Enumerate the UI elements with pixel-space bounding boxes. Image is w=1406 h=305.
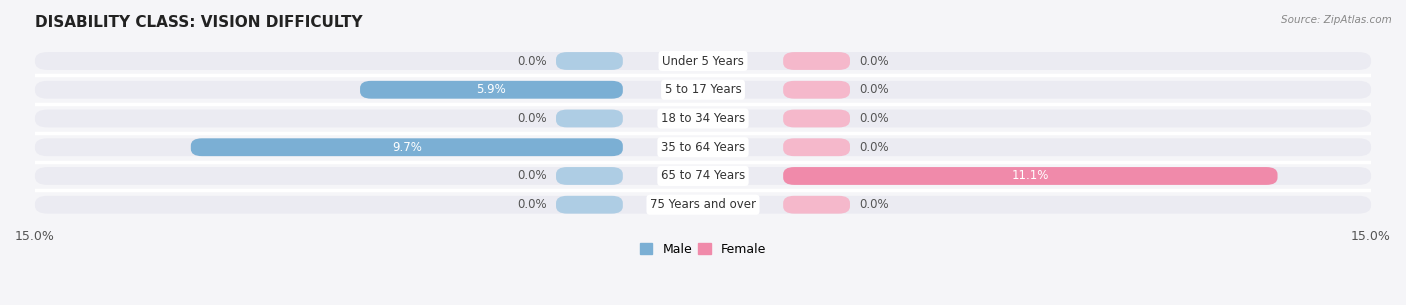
Text: 5.9%: 5.9% — [477, 83, 506, 96]
Text: 0.0%: 0.0% — [517, 55, 547, 67]
FancyBboxPatch shape — [35, 52, 1371, 70]
Text: 18 to 34 Years: 18 to 34 Years — [661, 112, 745, 125]
Text: 11.1%: 11.1% — [1012, 170, 1049, 182]
FancyBboxPatch shape — [35, 138, 1371, 156]
FancyBboxPatch shape — [783, 52, 851, 70]
Text: DISABILITY CLASS: VISION DIFFICULTY: DISABILITY CLASS: VISION DIFFICULTY — [35, 15, 363, 30]
Text: 75 Years and over: 75 Years and over — [650, 198, 756, 211]
Text: 0.0%: 0.0% — [517, 170, 547, 182]
Text: 0.0%: 0.0% — [859, 83, 889, 96]
Legend: Male, Female: Male, Female — [636, 238, 770, 261]
FancyBboxPatch shape — [555, 167, 623, 185]
FancyBboxPatch shape — [191, 138, 623, 156]
FancyBboxPatch shape — [555, 196, 623, 214]
Text: Source: ZipAtlas.com: Source: ZipAtlas.com — [1281, 15, 1392, 25]
FancyBboxPatch shape — [35, 196, 1371, 214]
Text: 9.7%: 9.7% — [392, 141, 422, 154]
FancyBboxPatch shape — [783, 138, 851, 156]
FancyBboxPatch shape — [555, 109, 623, 127]
FancyBboxPatch shape — [35, 167, 1371, 185]
Text: Under 5 Years: Under 5 Years — [662, 55, 744, 67]
Text: 0.0%: 0.0% — [517, 112, 547, 125]
FancyBboxPatch shape — [783, 196, 851, 214]
FancyBboxPatch shape — [783, 81, 851, 99]
FancyBboxPatch shape — [783, 167, 1278, 185]
Text: 0.0%: 0.0% — [859, 55, 889, 67]
FancyBboxPatch shape — [360, 81, 623, 99]
FancyBboxPatch shape — [35, 81, 1371, 99]
Text: 0.0%: 0.0% — [517, 198, 547, 211]
Text: 35 to 64 Years: 35 to 64 Years — [661, 141, 745, 154]
Text: 65 to 74 Years: 65 to 74 Years — [661, 170, 745, 182]
Text: 0.0%: 0.0% — [859, 112, 889, 125]
FancyBboxPatch shape — [783, 109, 851, 127]
Text: 0.0%: 0.0% — [859, 141, 889, 154]
FancyBboxPatch shape — [35, 109, 1371, 127]
Text: 5 to 17 Years: 5 to 17 Years — [665, 83, 741, 96]
FancyBboxPatch shape — [555, 52, 623, 70]
Text: 0.0%: 0.0% — [859, 198, 889, 211]
